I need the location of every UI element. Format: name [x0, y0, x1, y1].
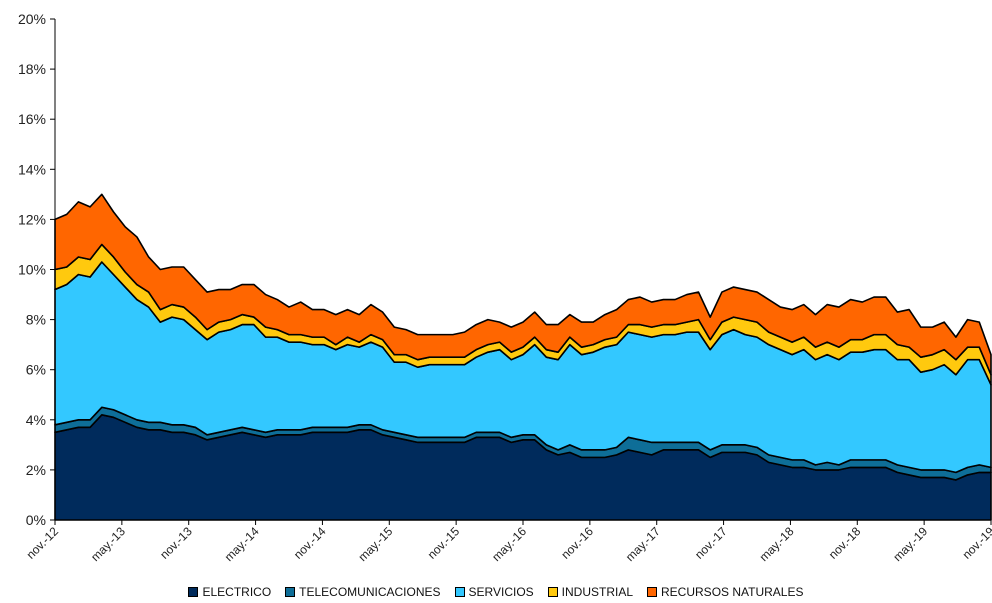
- y-tick-label: 16%: [18, 111, 46, 127]
- y-tick-label: 14%: [18, 161, 46, 177]
- x-tick-label: nov.-14: [291, 524, 329, 562]
- x-tick-label: nov.-16: [558, 524, 596, 562]
- y-tick-label: 20%: [18, 11, 46, 27]
- legend-item: RECURSOS NATURALES: [647, 585, 804, 599]
- legend-label: RECURSOS NATURALES: [661, 585, 804, 599]
- y-tick-label: 4%: [26, 412, 46, 428]
- y-tick-label: 12%: [18, 211, 46, 227]
- x-tick-label: nov.-15: [425, 524, 463, 562]
- x-tick-label: may.-17: [623, 524, 663, 564]
- legend-item: ELECTRICO: [188, 585, 271, 599]
- legend-item: TELECOMUNICACIONES: [285, 585, 441, 599]
- x-tick-label: nov.-13: [157, 524, 195, 562]
- y-tick-label: 18%: [18, 61, 46, 77]
- x-tick-label: may.-13: [88, 524, 128, 564]
- y-tick-label: 6%: [26, 362, 46, 378]
- x-tick-label: may.-19: [890, 524, 930, 564]
- x-tick-label: nov.-17: [692, 524, 730, 562]
- legend-swatch: [454, 587, 465, 597]
- x-tick-label: may.-18: [757, 524, 797, 564]
- legend-swatch: [285, 587, 296, 597]
- y-tick-label: 2%: [26, 462, 46, 478]
- legend-item: INDUSTRIAL: [547, 585, 634, 599]
- area-recursos-naturales: [54, 193, 992, 376]
- y-tick-label: 8%: [26, 312, 46, 328]
- x-tick-label: nov.-12: [24, 524, 62, 562]
- legend-label: TELECOMUNICACIONES: [299, 585, 441, 599]
- x-axis-ticks: nov.-12 may.-13 nov.-13 may.-14 nov.-14 may.-…: [24, 520, 992, 564]
- y-tick-label: 10%: [18, 262, 46, 278]
- y-tick-label: 0%: [26, 512, 46, 528]
- legend-swatch: [647, 587, 658, 597]
- legend-swatch: [547, 587, 558, 597]
- legend-label: INDUSTRIAL: [561, 585, 634, 599]
- x-tick-label: nov.-18: [826, 524, 864, 562]
- y-axis-ticks: 0% 2% 4% 6% 8% 10% 12% 14% 16% 18% 20%: [18, 11, 55, 528]
- legend: ELECTRICO TELECOMUNICACIONES SERVICIOS INDU…: [0, 583, 992, 601]
- x-tick-label: may.-16: [489, 524, 529, 564]
- legend-item: SERVICIOS: [454, 585, 534, 599]
- stacked-area-chart: 0% 2% 4% 6% 8% 10% 12% 14% 16% 18% 20% nov.-12 may.…: [18, 11, 992, 564]
- legend-label: ELECTRICO: [202, 585, 272, 599]
- x-tick-label: may.-14: [222, 524, 262, 564]
- area-layers: [54, 193, 992, 521]
- x-tick-label: nov.-19: [960, 524, 992, 562]
- legend-swatch: [188, 587, 199, 597]
- x-tick-label: may.-15: [355, 524, 395, 564]
- legend-label: SERVICIOS: [468, 585, 534, 599]
